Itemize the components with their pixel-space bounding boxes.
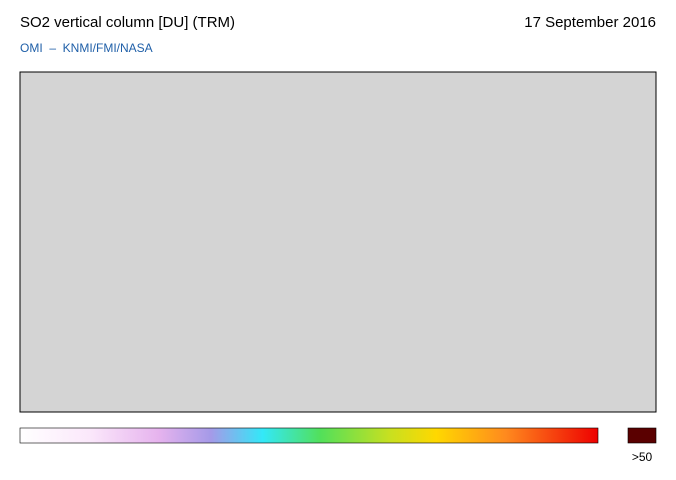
colorbar (19, 427, 599, 444)
colorbar-overflow (627, 427, 657, 444)
colorbar-overflow-label: >50 (632, 450, 653, 464)
title: SO2 vertical column [DU] (TRM) (20, 14, 235, 31)
source: OMI – KNMI/FMI/NASA (20, 41, 153, 55)
map-frame (19, 71, 657, 413)
date: 17 September 2016 (524, 14, 656, 31)
ocean (20, 72, 656, 412)
